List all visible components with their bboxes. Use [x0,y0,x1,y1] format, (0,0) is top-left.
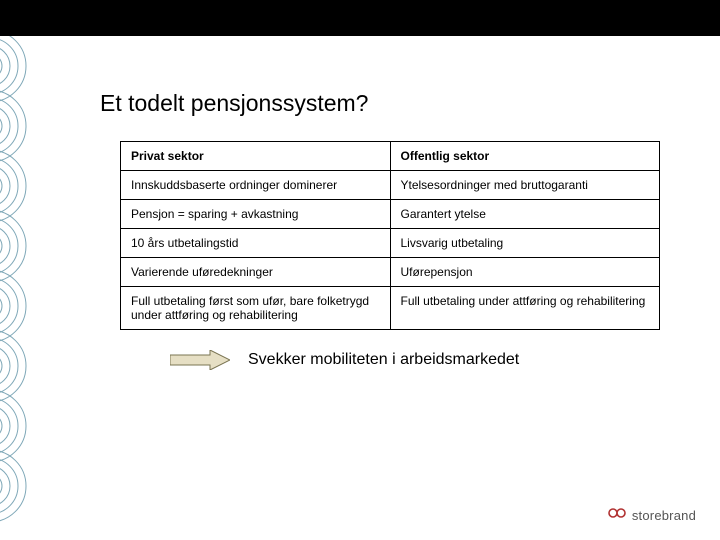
slide-title: Et todelt pensjonssystem? [100,90,680,117]
slide-content: Et todelt pensjonssystem? Privat sektor … [100,90,680,370]
cell-private: Varierende uføredekninger [121,258,391,287]
cell-public: Uførepensjon [390,258,660,287]
table-row: Varierende uføredekninger Uførepensjon [121,258,660,287]
cell-public: Livsvarig utbetaling [390,229,660,258]
table-header-row: Privat sektor Offentlig sektor [121,142,660,171]
brand-icon [608,506,626,524]
cell-public: Ytelsesordninger med bruttogaranti [390,171,660,200]
table-row: Innskuddsbaserte ordninger dominerer Yte… [121,171,660,200]
top-bar [0,0,720,36]
cell-private: Full utbetaling først som ufør, bare fol… [121,287,391,330]
column-header-private: Privat sektor [121,142,391,171]
brand-logo: storebrand [608,506,696,524]
arrow-icon [170,350,230,370]
table-row: Full utbetaling først som ufør, bare fol… [121,287,660,330]
cell-private: Pensjon = sparing + avkastning [121,200,391,229]
cell-public: Garantert ytelse [390,200,660,229]
side-circles-decoration [0,36,70,540]
cell-private: 10 års utbetalingstid [121,229,391,258]
table-row: 10 års utbetalingstid Livsvarig utbetali… [121,229,660,258]
cell-public: Full utbetaling under attføring og rehab… [390,287,660,330]
conclusion-row: Svekker mobiliteten i arbeidsmarkedet [170,350,680,370]
comparison-table: Privat sektor Offentlig sektor Innskudds… [120,141,660,330]
cell-private: Innskuddsbaserte ordninger dominerer [121,171,391,200]
brand-text: storebrand [632,508,696,523]
table-row: Pensjon = sparing + avkastning Garantert… [121,200,660,229]
column-header-public: Offentlig sektor [390,142,660,171]
conclusion-text: Svekker mobiliteten i arbeidsmarkedet [248,351,519,369]
